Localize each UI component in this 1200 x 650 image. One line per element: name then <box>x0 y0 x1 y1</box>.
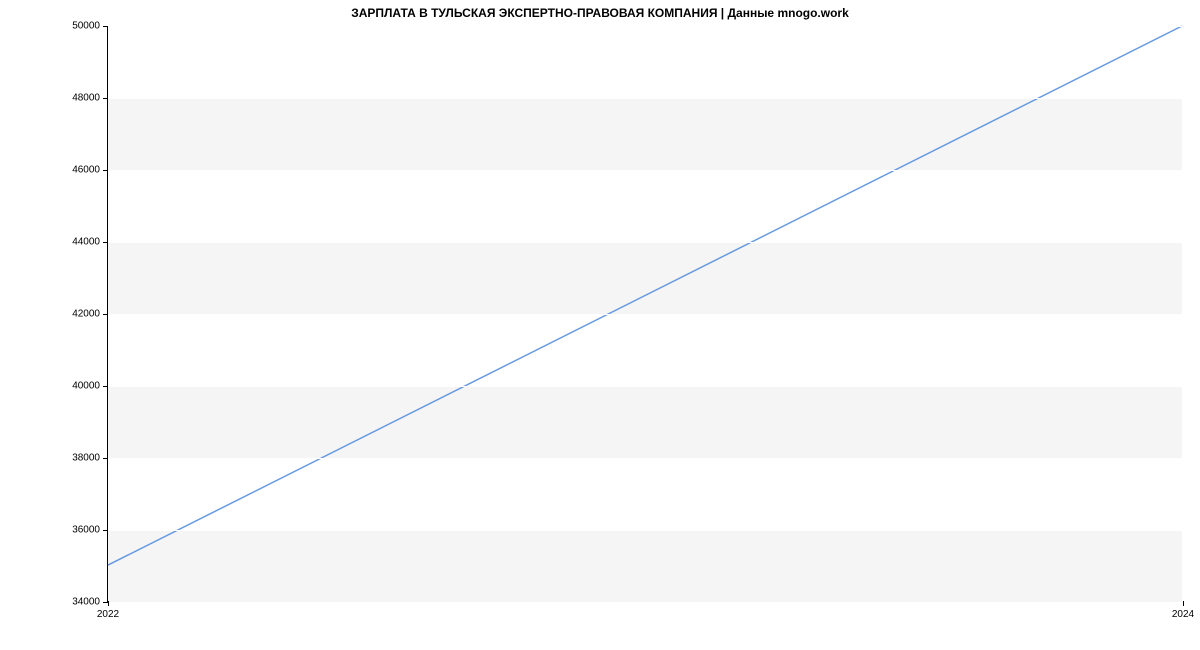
y-tick-label: 48000 <box>72 93 100 104</box>
y-tick-label: 46000 <box>72 165 100 176</box>
y-tick-label: 36000 <box>72 525 100 536</box>
y-tick-label: 40000 <box>72 381 100 392</box>
x-tick-label: 2022 <box>97 609 119 620</box>
series-line <box>108 26 1182 565</box>
y-tick-mark <box>103 98 108 99</box>
y-tick-label: 38000 <box>72 453 100 464</box>
grid-line <box>108 242 1182 243</box>
x-tick-mark <box>108 601 109 606</box>
y-tick-label: 50000 <box>72 21 100 32</box>
plot-area: 3400036000380004000042000440004600048000… <box>107 26 1182 602</box>
y-tick-mark <box>103 170 108 171</box>
y-tick-label: 42000 <box>72 309 100 320</box>
y-tick-mark <box>103 530 108 531</box>
grid-line <box>108 26 1182 27</box>
y-tick-label: 44000 <box>72 237 100 248</box>
y-tick-mark <box>103 314 108 315</box>
y-tick-mark <box>103 386 108 387</box>
y-tick-label: 34000 <box>72 597 100 608</box>
y-tick-mark <box>103 458 108 459</box>
y-tick-mark <box>103 242 108 243</box>
grid-line <box>108 530 1182 531</box>
y-tick-mark <box>103 26 108 27</box>
chart-title: ЗАРПЛАТА В ТУЛЬСКАЯ ЭКСПЕРТНО-ПРАВОВАЯ К… <box>0 6 1200 20</box>
grid-line <box>108 314 1182 315</box>
salary-chart: ЗАРПЛАТА В ТУЛЬСКАЯ ЭКСПЕРТНО-ПРАВОВАЯ К… <box>0 0 1200 650</box>
grid-line <box>108 98 1182 99</box>
grid-line <box>108 386 1182 387</box>
x-tick-mark <box>1183 601 1184 606</box>
x-tick-label: 2024 <box>1172 609 1194 620</box>
grid-line <box>108 458 1182 459</box>
grid-line <box>108 170 1182 171</box>
